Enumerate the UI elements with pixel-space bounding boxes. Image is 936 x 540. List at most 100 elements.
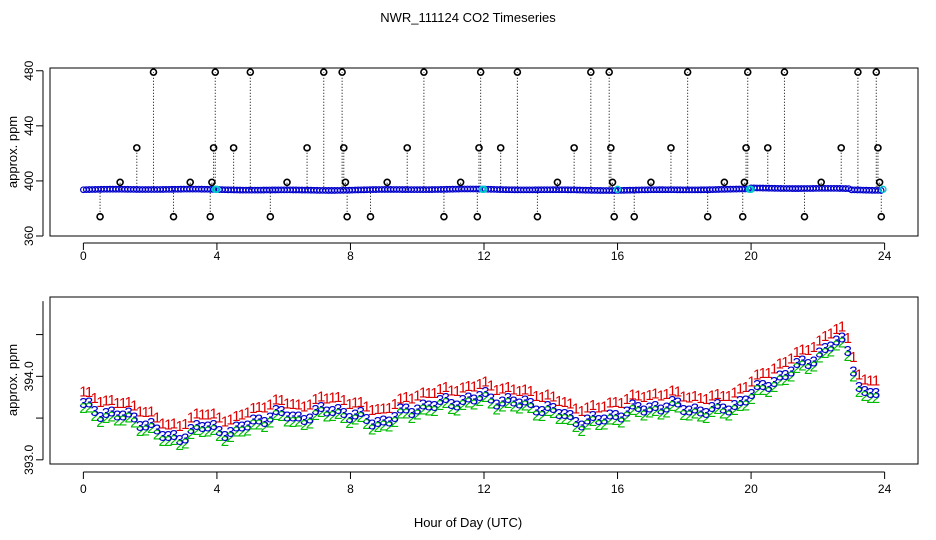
top-y-tick-label: 400 bbox=[22, 171, 36, 191]
bottom-series-3-point: 3 bbox=[730, 397, 738, 414]
bottom-series-2-point: 2 bbox=[91, 408, 99, 425]
bottom-series-1-point: 1 bbox=[357, 394, 365, 411]
top-x-axis: 0 4 8 12 16 20 24 bbox=[80, 242, 892, 263]
bottom-series-3-point: 3 bbox=[413, 402, 421, 419]
top-flagged-point bbox=[213, 185, 221, 194]
bottom-series-1-point: 1 bbox=[560, 394, 568, 411]
bottom-series-1-point: 1 bbox=[249, 400, 257, 417]
bottom-series-2-point: 2 bbox=[164, 433, 172, 450]
top-y-tick-label: 480 bbox=[22, 60, 36, 80]
bottom-series-1-point: 1 bbox=[345, 396, 353, 413]
bottom-series-1-point: 1 bbox=[623, 391, 631, 408]
bottom-series-1-point: 1 bbox=[260, 400, 268, 417]
bottom-series-1-point: 1 bbox=[402, 389, 410, 406]
bottom-series-2-point: 2 bbox=[102, 410, 110, 427]
bottom-x-tick-label: 12 bbox=[477, 482, 491, 496]
bottom-series-3-point: 3 bbox=[164, 428, 172, 445]
top-x-tick-label: 8 bbox=[347, 249, 354, 263]
bottom-series-3-point: 3 bbox=[277, 403, 285, 420]
bottom-series-2-point: 2 bbox=[787, 369, 795, 386]
bottom-series-1-point: 1 bbox=[628, 386, 636, 403]
bottom-series-1-point: 1 bbox=[442, 379, 450, 396]
bottom-series-3-point: 3 bbox=[538, 403, 546, 420]
bottom-series-3-point: 3 bbox=[317, 399, 325, 416]
bottom-series-2-point: 2 bbox=[872, 390, 880, 407]
bottom-series-3-point: 3 bbox=[328, 403, 336, 420]
bottom-series-3-point: 3 bbox=[623, 404, 631, 421]
bottom-series-2-point: 2 bbox=[198, 424, 206, 441]
top-reference-lines bbox=[99, 72, 882, 217]
top-x-tick-label: 12 bbox=[477, 249, 491, 263]
bottom-series-1-point: 1 bbox=[266, 396, 274, 413]
top-outlier-point bbox=[211, 68, 220, 76]
bottom-series-1-point: 1 bbox=[317, 388, 325, 405]
bottom-series-1-point: 1 bbox=[226, 411, 234, 428]
bottom-series-3-point: 3 bbox=[125, 405, 133, 422]
bottom-series-2-point: 2 bbox=[560, 411, 568, 428]
bottom-series-1-point: 1 bbox=[113, 395, 121, 412]
bottom-series-3-point: 3 bbox=[96, 409, 104, 426]
top-outlier-point bbox=[475, 144, 483, 152]
bottom-series-2-point: 2 bbox=[861, 388, 869, 405]
bottom-series-2-point: 2 bbox=[781, 372, 789, 389]
bottom-series-3-point: 3 bbox=[487, 390, 495, 407]
bottom-series-3-point: 3 bbox=[192, 417, 200, 434]
bottom-series-2-point: 2 bbox=[776, 373, 784, 390]
top-flagged-point bbox=[613, 185, 622, 194]
top-x-tick-label: 0 bbox=[80, 249, 87, 263]
bottom-series-1-point: 1 bbox=[306, 397, 314, 414]
bottom-series-2-point: 2 bbox=[125, 410, 133, 427]
bottom-series-2-point: 2 bbox=[430, 403, 438, 420]
bottom-series-3-point: 3 bbox=[742, 392, 750, 409]
bottom-series-2-point: 2 bbox=[436, 397, 444, 414]
bottom-series-2-point: 2 bbox=[504, 395, 512, 412]
bottom-series-3-point: 3 bbox=[872, 385, 880, 402]
bottom-series-1-point: 1 bbox=[147, 404, 155, 421]
bottom-series-2-point: 2 bbox=[640, 407, 648, 424]
top-outlier-point bbox=[610, 212, 619, 221]
bottom-series-2-point: 2 bbox=[657, 407, 665, 424]
bottom-series-1-point: 1 bbox=[781, 354, 789, 371]
bottom-series-1-point: 1 bbox=[294, 397, 302, 414]
top-outlier-point bbox=[209, 144, 218, 152]
x-axis-label: Hour of Day (UTC) bbox=[414, 515, 522, 530]
top-outlier-point bbox=[206, 212, 215, 221]
bottom-series-3-point: 3 bbox=[396, 401, 404, 418]
bottom-series-2-point: 2 bbox=[844, 348, 852, 365]
bottom-series-1-point: 1 bbox=[362, 399, 370, 416]
bottom-x-tick-label: 24 bbox=[878, 482, 892, 496]
bottom-series-1-point: 1 bbox=[549, 389, 557, 406]
top-y-axis-label: approx. ppm bbox=[5, 116, 20, 188]
bottom-series-2-point: 2 bbox=[702, 410, 710, 427]
bottom-series-1-point: 1 bbox=[764, 365, 772, 382]
bottom-series-2-point: 2 bbox=[419, 402, 427, 419]
bottom-series-1-point: 1 bbox=[543, 386, 551, 403]
bottom-series-1-point: 1 bbox=[844, 330, 852, 347]
top-outlier-point bbox=[319, 68, 328, 76]
top-x-tick-label: 20 bbox=[744, 249, 758, 263]
bottom-series-2-point: 2 bbox=[759, 382, 767, 399]
bottom-series-2-point: 2 bbox=[476, 393, 484, 410]
bottom-series-1-point: 1 bbox=[696, 390, 704, 407]
bottom-series-3-point: 3 bbox=[419, 397, 427, 414]
bottom-series-2-point: 2 bbox=[141, 423, 149, 440]
bottom-series-3-point: 3 bbox=[560, 406, 568, 423]
bottom-series-1-point: 1 bbox=[583, 400, 591, 417]
bottom-series-2-point: 2 bbox=[317, 404, 325, 421]
bottom-series-3-point: 3 bbox=[447, 396, 455, 413]
top-x-tick-label: 4 bbox=[214, 249, 221, 263]
bottom-series-1-point: 1 bbox=[141, 404, 149, 421]
bottom-x-axis: 0 4 8 12 16 20 24 bbox=[80, 471, 892, 496]
top-outlier-point bbox=[169, 212, 178, 221]
top-outlier-point bbox=[420, 68, 428, 76]
top-outlier-point bbox=[303, 144, 311, 152]
bottom-series-3-point: 3 bbox=[821, 340, 829, 357]
bottom-series-1-point: 1 bbox=[181, 416, 189, 433]
bottom-series-1-point: 1 bbox=[187, 409, 195, 426]
bottom-series-3-point: 3 bbox=[617, 409, 625, 426]
bottom-series-1-point: 1 bbox=[396, 390, 404, 407]
bottom-series-2-point: 2 bbox=[487, 395, 495, 412]
bottom-series-1-point: 1 bbox=[328, 390, 336, 407]
top-outlier-point bbox=[740, 178, 749, 187]
top-flagged-point bbox=[879, 185, 887, 194]
